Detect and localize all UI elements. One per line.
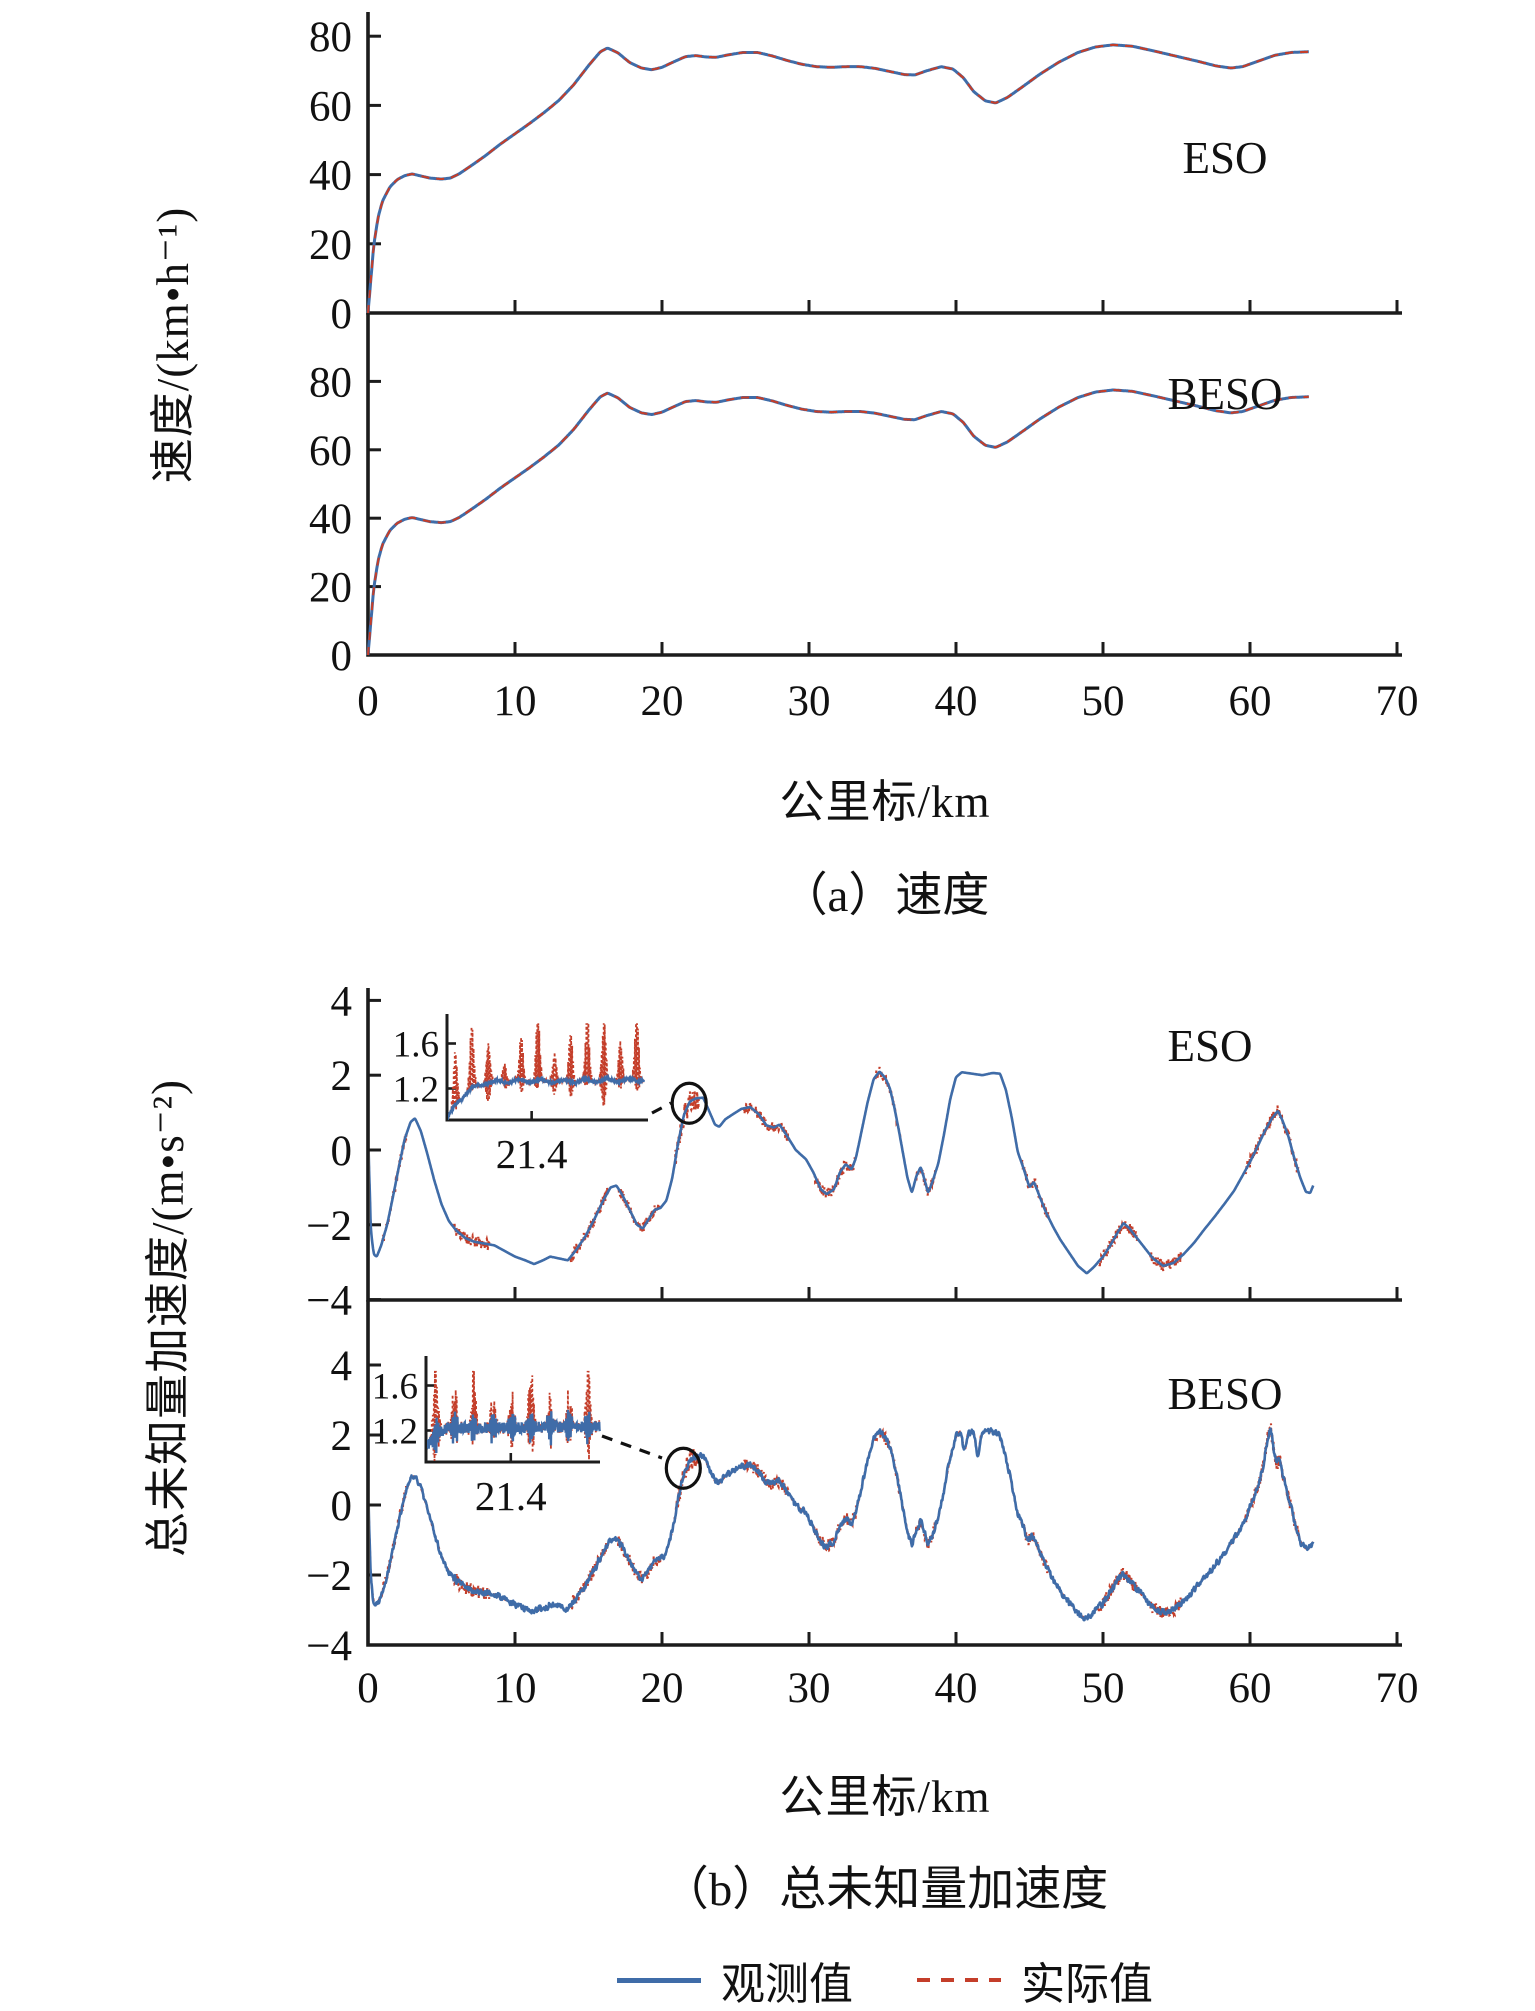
y-tick-label: 0 [331,1483,353,1530]
x-tick-label: 20 [641,1665,684,1712]
panel-b-subplot-label-eso: ESO [1167,1021,1253,1071]
inset-y-tick-label: 1.2 [393,1070,439,1111]
y-tick-label: 2 [331,1053,353,1100]
acc-eso-inset-curves [448,1023,645,1120]
x-tick-label: 50 [1082,1665,1125,1712]
y-tick-label: −2 [306,1553,352,1600]
legend-label-actual: 实际值 [1021,1960,1153,2009]
x-tick-label: 20 [641,678,684,725]
y-tick-label: 0 [331,1128,353,1175]
axis-spines [366,313,1402,657]
y-tick-label: 40 [309,496,352,543]
x-tick-label: 0 [357,678,379,725]
acc-eso-annotation-connector [651,1101,672,1115]
x-tick-label: 50 [1082,678,1125,725]
x-tick-label: 70 [1376,678,1419,725]
inset-y-tick-label: 1.6 [393,1025,439,1066]
acc-beso-observed-line [370,1427,1315,1622]
y-tick-label: 0 [331,633,353,680]
acc-eso-inset-axis-spines [445,1014,648,1122]
speed-eso-subplot-axes: 0 20 40 60 80 [309,12,1402,338]
acc-eso-inset-actual-line [448,1023,645,1120]
speed-beso-observed-line [366,388,1310,656]
y-tick-label: 60 [309,83,352,130]
speed-beso-actual-line [366,388,1309,656]
panel-b-x-axis-label: 公里标/km [779,1772,991,1822]
acc-beso-inset-observed-line [427,1409,601,1454]
y-tick-label: 2 [331,1413,353,1460]
y-tick-label: 80 [309,359,352,406]
panel-a-subplot-label-beso: BESO [1167,369,1283,419]
y-tick-label: 40 [309,153,352,200]
x-tick-label: 70 [1376,1665,1419,1712]
x-tick-label: 10 [494,1665,537,1712]
x-tick-label: 60 [1229,1665,1272,1712]
panel-b-caption: （b）总未知量加速度 [661,1864,1109,1916]
y-tick-label: 20 [309,222,352,269]
acc-beso-inset: 1.61.2 21.4 [372,1356,601,1519]
y-tick-label: 4 [331,1343,353,1390]
inset-x-tick-label: 21.4 [496,1131,568,1177]
acc-beso-actual-line [370,1423,1315,1623]
y-tick-label: 4 [331,978,353,1025]
panel-b-y-axis-label: 总未知量加速度/(m•s⁻²) [143,1079,193,1557]
y-tick-label: −4 [306,1623,352,1670]
speed-beso-subplot-axes: 0 10 20 30 40 50 60 70 0 20 40 60 80 [309,313,1419,725]
y-tick-label: 60 [309,428,352,475]
acc-beso-inset-axis-spines [424,1356,600,1464]
legend: 观测值 实际值 [368,1948,1402,2011]
acc-eso-inset: 1.61.2 21.4 [393,1014,648,1177]
x-tick-label: 30 [788,1665,831,1712]
panel-b-subplot-label-beso: BESO [1167,1369,1283,1419]
legend-item-actual: 实际值 [917,1948,1153,2011]
legend-label-observed: 观测值 [721,1960,853,2009]
panel-a-subplot-label-eso: ESO [1182,133,1268,183]
acc-beso-subplot-axes: 0 10 20 30 40 50 60 70 −4 −2 0 2 4 [306,1300,1419,1712]
x-tick-label: 10 [494,678,537,725]
panel-a-caption: （a）速度 [780,870,990,922]
y-tick-label: −2 [306,1203,352,1250]
inset-y-tick-label: 1.6 [372,1367,418,1408]
acc-beso-curves [370,1423,1315,1623]
x-tick-label: 60 [1229,678,1272,725]
acc-beso-inset-curves [427,1370,601,1461]
observed-line-swatch [617,1977,701,1983]
panel-a-x-axis-label: 公里标/km [779,777,991,827]
y-tick-label: 0 [331,291,353,338]
x-tick-label: 30 [788,678,831,725]
y-tick-label: 80 [309,14,352,61]
acc-eso-observed-line [370,1070,1315,1275]
speed-eso-observed-line [366,43,1310,314]
acc-eso-curves [370,1066,1315,1275]
acc-eso-annotation-circle [670,1081,708,1125]
x-tick-label: 0 [357,1665,379,1712]
legend-item-observed: 观测值 [617,1948,853,2011]
x-tick-label: 40 [935,1665,978,1712]
inset-x-tick-label: 21.4 [475,1473,547,1519]
inset-y-tick-label: 1.2 [372,1412,418,1453]
y-tick-label: −4 [306,1278,352,1325]
x-tick-label: 40 [935,678,978,725]
acc-eso-inset-observed-line [448,1073,645,1120]
panel-a-y-axis-label: 速度/(km•h⁻¹) [148,206,198,484]
acc-beso-annotation-connector [601,1434,663,1460]
actual-line-swatch [917,1978,1001,1982]
y-tick-label: 20 [309,565,352,612]
acc-beso-annotation-circle [664,1446,702,1490]
